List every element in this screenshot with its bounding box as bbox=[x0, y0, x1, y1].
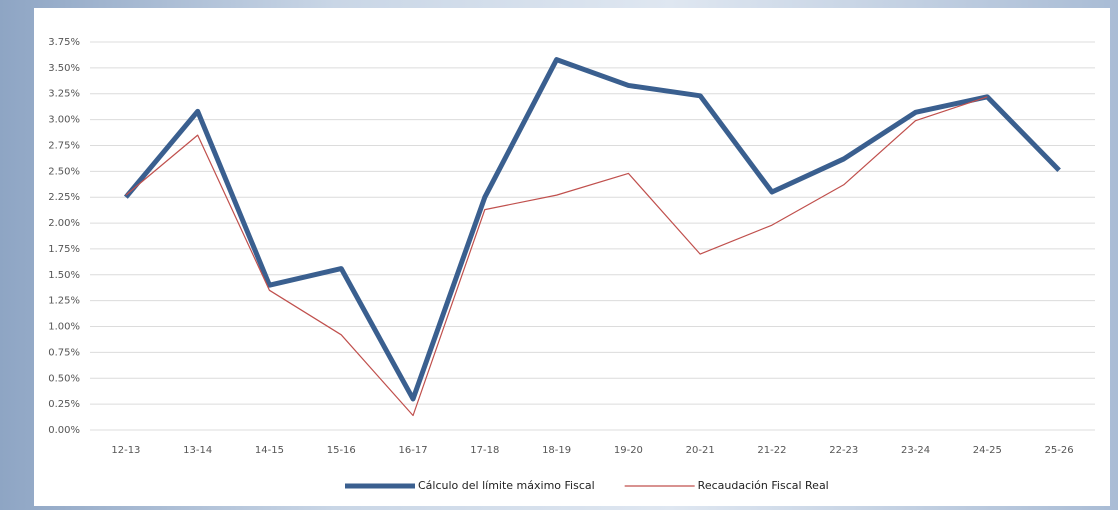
y-tick-label: 0.75% bbox=[48, 347, 80, 358]
y-tick-label: 0.25% bbox=[48, 399, 80, 410]
y-tick-label: 2.00% bbox=[48, 218, 80, 229]
chart-panel bbox=[34, 8, 1110, 506]
series-line bbox=[125, 96, 988, 417]
y-tick-label: 2.25% bbox=[48, 192, 80, 203]
y-tick-label: 3.25% bbox=[48, 89, 80, 100]
x-tick-label: 14-15 bbox=[255, 445, 284, 456]
y-tick-label: 1.50% bbox=[48, 270, 80, 281]
x-tick-label: 16-17 bbox=[399, 445, 428, 456]
x-tick-label: 19-20 bbox=[614, 445, 643, 456]
y-tick-label: 3.50% bbox=[48, 63, 80, 74]
x-tick-label: 24-25 bbox=[973, 445, 1002, 456]
x-tick-label: 25-26 bbox=[1045, 445, 1074, 456]
y-tick-label: 1.25% bbox=[48, 296, 80, 307]
y-tick-label: 3.00% bbox=[48, 115, 80, 126]
legend-label: Recaudación Fiscal Real bbox=[698, 479, 829, 492]
x-tick-label: 15-16 bbox=[327, 445, 356, 456]
y-tick-label: 1.75% bbox=[48, 244, 80, 255]
y-tick-label: 2.50% bbox=[48, 166, 80, 177]
x-tick-label: 22-23 bbox=[829, 445, 858, 456]
y-tick-label: 0.00% bbox=[48, 425, 80, 436]
y-tick-label: 1.00% bbox=[48, 322, 80, 333]
x-tick-label: 18-19 bbox=[542, 445, 571, 456]
y-tick-label: 2.75% bbox=[48, 140, 80, 151]
x-tick-label: 21-22 bbox=[757, 445, 786, 456]
x-tick-label: 23-24 bbox=[901, 445, 930, 456]
y-tick-label: 3.75% bbox=[48, 37, 80, 48]
y-tick-label: 0.50% bbox=[48, 373, 80, 384]
x-tick-label: 20-21 bbox=[686, 445, 715, 456]
legend-label: Cálculo del límite máximo Fiscal bbox=[418, 479, 595, 492]
x-tick-label: 12-13 bbox=[111, 445, 140, 456]
x-tick-label: 17-18 bbox=[470, 445, 499, 456]
series-line bbox=[123, 57, 1061, 402]
x-tick-label: 13-14 bbox=[183, 445, 212, 456]
